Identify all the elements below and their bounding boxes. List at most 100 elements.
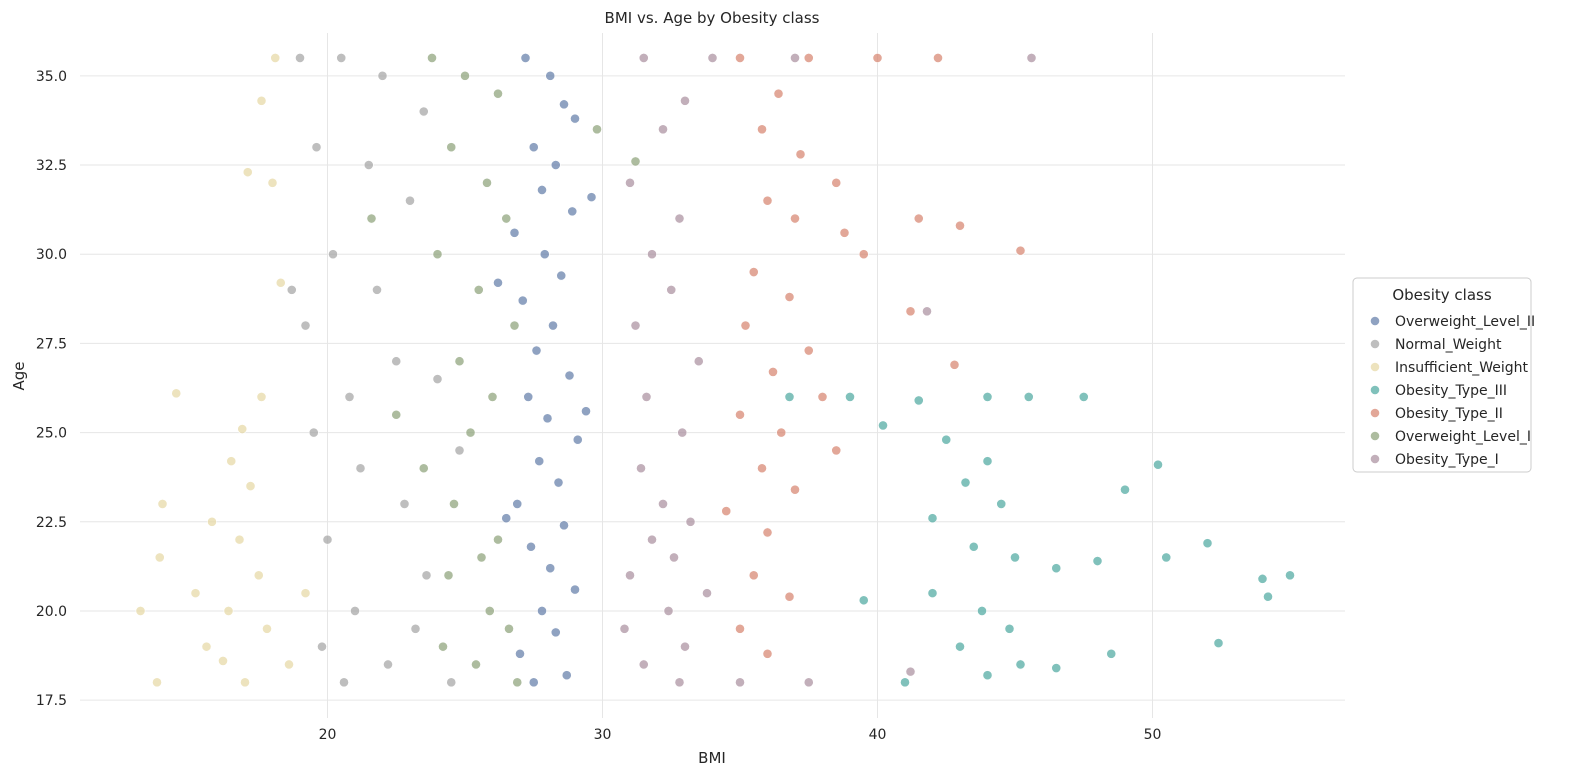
data-point: [941, 434, 952, 445]
data-point: [567, 206, 578, 217]
data-point: [275, 277, 286, 288]
data-point: [625, 177, 635, 188]
data-point: [363, 160, 374, 170]
y-tick-label: 20.0: [36, 604, 67, 620]
data-point: [366, 213, 377, 224]
legend-title: Obesity class: [1392, 286, 1491, 304]
data-point: [372, 284, 382, 295]
data-point: [207, 516, 217, 527]
data-point: [256, 392, 267, 402]
data-point: [256, 95, 267, 106]
data-point: [773, 88, 784, 99]
data-point: [446, 142, 457, 153]
data-point: [762, 648, 773, 659]
data-point: [977, 606, 987, 616]
x-tick-label: 50: [1144, 727, 1162, 743]
data-point: [803, 677, 814, 688]
data-point: [658, 499, 668, 509]
data-point: [328, 249, 338, 260]
data-point: [344, 392, 355, 402]
legend-entry: Overweight_Level_I: [1395, 429, 1531, 445]
data-point: [638, 659, 649, 670]
data-point: [735, 677, 745, 688]
data-point: [399, 499, 410, 509]
series-group: [619, 53, 1037, 688]
data-point: [531, 345, 542, 356]
data-point: [1051, 663, 1062, 673]
data-point: [509, 320, 520, 331]
data-point: [1004, 623, 1015, 634]
legend-entry: Insufficient_Weight: [1395, 360, 1529, 376]
data-point: [539, 249, 550, 260]
data-point: [432, 374, 443, 384]
series-group: [135, 53, 311, 688]
legend-box: [1352, 277, 1532, 473]
data-point: [154, 552, 165, 563]
data-point: [982, 456, 993, 467]
data-point: [592, 124, 602, 135]
data-point: [504, 623, 514, 634]
data-point: [300, 320, 311, 331]
data-point: [721, 506, 732, 516]
data-point: [242, 167, 253, 178]
data-point: [286, 284, 297, 295]
y-tick-label: 30.0: [36, 247, 67, 263]
data-point: [735, 53, 745, 63]
data-point: [839, 227, 850, 238]
data-point: [570, 584, 580, 595]
data-point: [858, 595, 869, 606]
data-point: [669, 552, 679, 563]
y-axis-label: Age: [10, 361, 28, 390]
data-point: [517, 295, 528, 306]
y-tick-label: 22.5: [36, 515, 67, 531]
data-point: [803, 345, 814, 356]
data-point: [545, 563, 556, 574]
data-point: [1026, 53, 1037, 63]
data-point: [377, 70, 388, 81]
data-point: [790, 213, 800, 224]
data-point: [559, 99, 569, 110]
data-point: [1010, 552, 1020, 563]
legend-marker: [1370, 408, 1380, 418]
data-point: [446, 677, 457, 688]
data-point: [647, 249, 657, 260]
data-point: [564, 370, 575, 381]
data-point: [1263, 591, 1273, 602]
data-point: [561, 670, 572, 681]
data-point: [663, 606, 674, 616]
data-point: [740, 320, 751, 331]
data-point: [1015, 245, 1026, 256]
data-point: [311, 142, 322, 153]
legend-marker: [1370, 316, 1380, 326]
data-point: [262, 623, 272, 634]
legend-entry: Obesity_Type_I: [1395, 452, 1499, 468]
legend-marker: [1370, 362, 1380, 372]
data-point: [432, 249, 443, 260]
data-point: [1106, 648, 1117, 659]
data-point: [784, 591, 795, 602]
data-point: [933, 53, 943, 63]
data-point: [135, 606, 146, 616]
data-point: [473, 284, 484, 295]
data-point: [253, 570, 264, 581]
data-point: [493, 88, 503, 99]
data-point: [905, 306, 916, 317]
data-point: [548, 320, 558, 331]
x-tick-label: 30: [594, 727, 612, 743]
data-point: [955, 220, 965, 231]
data-point: [666, 284, 677, 295]
legend-marker: [1370, 454, 1380, 464]
series-group: [721, 53, 1026, 659]
data-point: [735, 409, 745, 420]
data-point: [509, 227, 520, 238]
data-point: [240, 677, 250, 688]
data-point: [391, 409, 402, 420]
data-point: [234, 534, 245, 545]
data-point: [520, 53, 531, 63]
legend-marker: [1370, 431, 1380, 441]
data-point: [707, 53, 718, 63]
data-point: [572, 434, 583, 445]
data-point: [449, 499, 459, 509]
data-point: [586, 192, 597, 203]
